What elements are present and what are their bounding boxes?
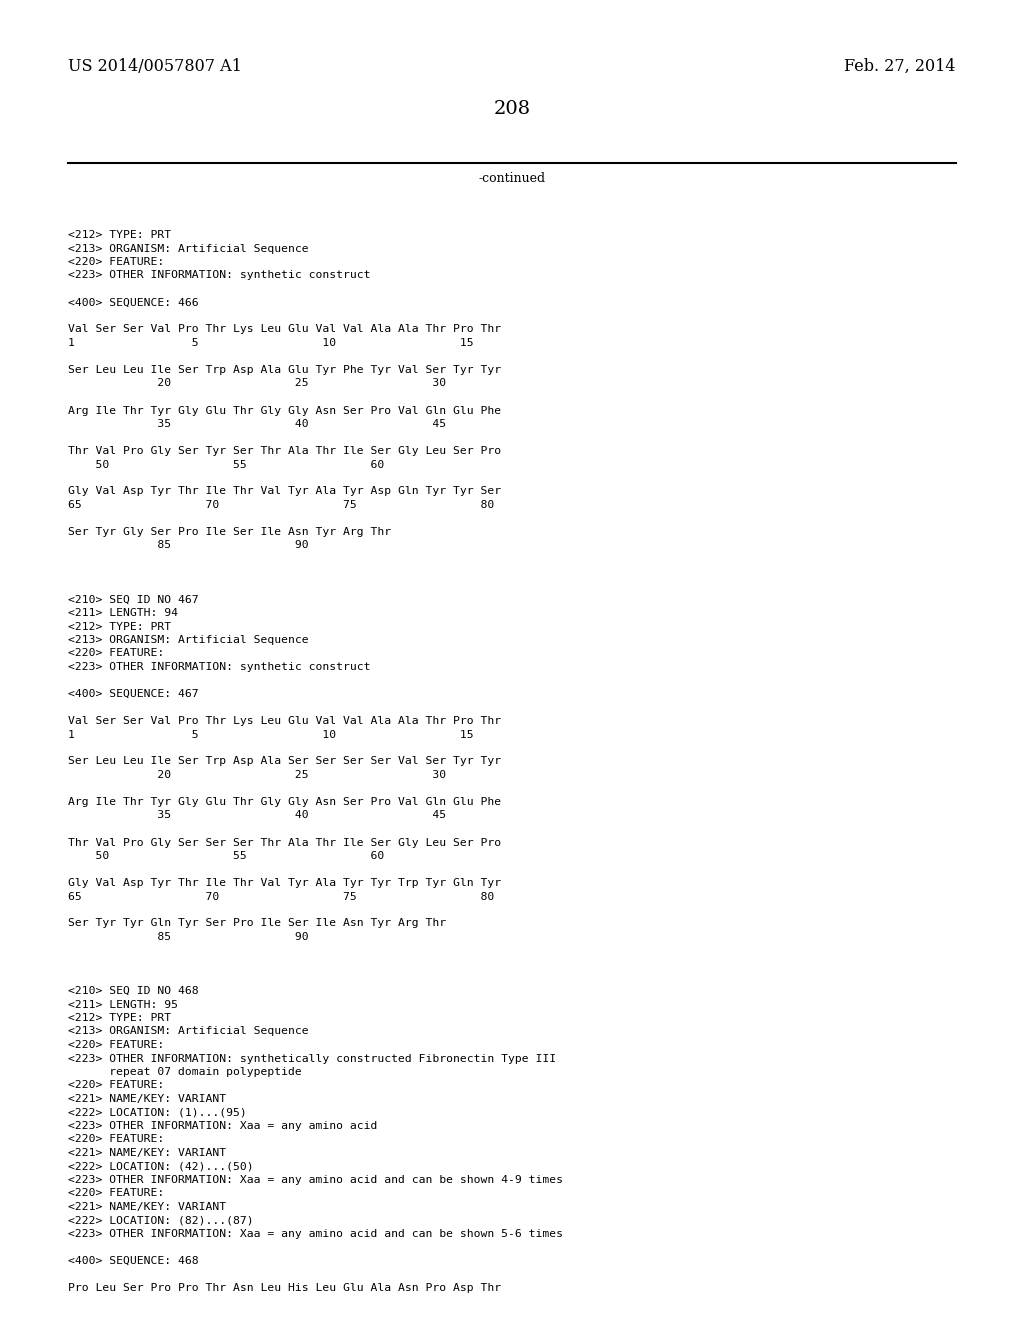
Text: 85                  90: 85 90 xyxy=(68,540,308,550)
Text: Arg Ile Thr Tyr Gly Glu Thr Gly Gly Asn Ser Pro Val Gln Glu Phe: Arg Ile Thr Tyr Gly Glu Thr Gly Gly Asn … xyxy=(68,797,501,807)
Text: <212> TYPE: PRT: <212> TYPE: PRT xyxy=(68,230,171,240)
Text: <400> SEQUENCE: 466: <400> SEQUENCE: 466 xyxy=(68,297,199,308)
Text: <223> OTHER INFORMATION: synthetic construct: <223> OTHER INFORMATION: synthetic const… xyxy=(68,663,371,672)
Text: 35                  40                  45: 35 40 45 xyxy=(68,418,446,429)
Text: <213> ORGANISM: Artificial Sequence: <213> ORGANISM: Artificial Sequence xyxy=(68,243,308,253)
Text: <223> OTHER INFORMATION: Xaa = any amino acid and can be shown 4-9 times: <223> OTHER INFORMATION: Xaa = any amino… xyxy=(68,1175,563,1185)
Text: <213> ORGANISM: Artificial Sequence: <213> ORGANISM: Artificial Sequence xyxy=(68,1027,308,1036)
Text: <210> SEQ ID NO 467: <210> SEQ ID NO 467 xyxy=(68,594,199,605)
Text: <222> LOCATION: (82)...(87): <222> LOCATION: (82)...(87) xyxy=(68,1216,254,1225)
Text: <220> FEATURE:: <220> FEATURE: xyxy=(68,1040,164,1049)
Text: 50                  55                  60: 50 55 60 xyxy=(68,459,384,470)
Text: Feb. 27, 2014: Feb. 27, 2014 xyxy=(845,58,956,75)
Text: <400> SEQUENCE: 467: <400> SEQUENCE: 467 xyxy=(68,689,199,700)
Text: <222> LOCATION: (42)...(50): <222> LOCATION: (42)...(50) xyxy=(68,1162,254,1172)
Text: Thr Val Pro Gly Ser Tyr Ser Thr Ala Thr Ile Ser Gly Leu Ser Pro: Thr Val Pro Gly Ser Tyr Ser Thr Ala Thr … xyxy=(68,446,501,455)
Text: Val Ser Ser Val Pro Thr Lys Leu Glu Val Val Ala Ala Thr Pro Thr: Val Ser Ser Val Pro Thr Lys Leu Glu Val … xyxy=(68,715,501,726)
Text: 85                  90: 85 90 xyxy=(68,932,308,942)
Text: <220> FEATURE:: <220> FEATURE: xyxy=(68,1188,164,1199)
Text: Ser Leu Leu Ile Ser Trp Asp Ala Ser Ser Ser Ser Val Ser Tyr Tyr: Ser Leu Leu Ile Ser Trp Asp Ala Ser Ser … xyxy=(68,756,501,767)
Text: Ser Leu Leu Ile Ser Trp Asp Ala Glu Tyr Phe Tyr Val Ser Tyr Tyr: Ser Leu Leu Ile Ser Trp Asp Ala Glu Tyr … xyxy=(68,366,501,375)
Text: <212> TYPE: PRT: <212> TYPE: PRT xyxy=(68,1012,171,1023)
Text: <220> FEATURE:: <220> FEATURE: xyxy=(68,1081,164,1090)
Text: <223> OTHER INFORMATION: synthetic construct: <223> OTHER INFORMATION: synthetic const… xyxy=(68,271,371,281)
Text: <211> LENGTH: 95: <211> LENGTH: 95 xyxy=(68,999,178,1010)
Text: <220> FEATURE:: <220> FEATURE: xyxy=(68,648,164,659)
Text: US 2014/0057807 A1: US 2014/0057807 A1 xyxy=(68,58,242,75)
Text: Gly Val Asp Tyr Thr Ile Thr Val Tyr Ala Tyr Tyr Trp Tyr Gln Tyr: Gly Val Asp Tyr Thr Ile Thr Val Tyr Ala … xyxy=(68,878,501,888)
Text: <211> LENGTH: 94: <211> LENGTH: 94 xyxy=(68,609,178,618)
Text: -continued: -continued xyxy=(478,172,546,185)
Text: 208: 208 xyxy=(494,100,530,117)
Text: 20                  25                  30: 20 25 30 xyxy=(68,379,446,388)
Text: <213> ORGANISM: Artificial Sequence: <213> ORGANISM: Artificial Sequence xyxy=(68,635,308,645)
Text: Pro Leu Ser Pro Pro Thr Asn Leu His Leu Glu Ala Asn Pro Asp Thr: Pro Leu Ser Pro Pro Thr Asn Leu His Leu … xyxy=(68,1283,501,1294)
Text: 35                  40                  45: 35 40 45 xyxy=(68,810,446,821)
Text: <212> TYPE: PRT: <212> TYPE: PRT xyxy=(68,622,171,631)
Text: <221> NAME/KEY: VARIANT: <221> NAME/KEY: VARIANT xyxy=(68,1148,226,1158)
Text: Ser Tyr Tyr Gln Tyr Ser Pro Ile Ser Ile Asn Tyr Arg Thr: Ser Tyr Tyr Gln Tyr Ser Pro Ile Ser Ile … xyxy=(68,919,446,928)
Text: 50                  55                  60: 50 55 60 xyxy=(68,851,384,861)
Text: <223> OTHER INFORMATION: Xaa = any amino acid: <223> OTHER INFORMATION: Xaa = any amino… xyxy=(68,1121,378,1131)
Text: 20                  25                  30: 20 25 30 xyxy=(68,770,446,780)
Text: <222> LOCATION: (1)...(95): <222> LOCATION: (1)...(95) xyxy=(68,1107,247,1118)
Text: <221> NAME/KEY: VARIANT: <221> NAME/KEY: VARIANT xyxy=(68,1203,226,1212)
Text: repeat 07 domain polypeptide: repeat 07 domain polypeptide xyxy=(68,1067,302,1077)
Text: <223> OTHER INFORMATION: synthetically constructed Fibronectin Type III: <223> OTHER INFORMATION: synthetically c… xyxy=(68,1053,556,1064)
Text: <221> NAME/KEY: VARIANT: <221> NAME/KEY: VARIANT xyxy=(68,1094,226,1104)
Text: <223> OTHER INFORMATION: Xaa = any amino acid and can be shown 5-6 times: <223> OTHER INFORMATION: Xaa = any amino… xyxy=(68,1229,563,1239)
Text: Thr Val Pro Gly Ser Ser Ser Thr Ala Thr Ile Ser Gly Leu Ser Pro: Thr Val Pro Gly Ser Ser Ser Thr Ala Thr … xyxy=(68,837,501,847)
Text: 1                 5                  10                  15: 1 5 10 15 xyxy=(68,730,474,739)
Text: 1                 5                  10                  15: 1 5 10 15 xyxy=(68,338,474,348)
Text: <210> SEQ ID NO 468: <210> SEQ ID NO 468 xyxy=(68,986,199,997)
Text: Arg Ile Thr Tyr Gly Glu Thr Gly Gly Asn Ser Pro Val Gln Glu Phe: Arg Ile Thr Tyr Gly Glu Thr Gly Gly Asn … xyxy=(68,405,501,416)
Text: <220> FEATURE:: <220> FEATURE: xyxy=(68,1134,164,1144)
Text: <400> SEQUENCE: 468: <400> SEQUENCE: 468 xyxy=(68,1257,199,1266)
Text: 65                  70                  75                  80: 65 70 75 80 xyxy=(68,500,495,510)
Text: Ser Tyr Gly Ser Pro Ile Ser Ile Asn Tyr Arg Thr: Ser Tyr Gly Ser Pro Ile Ser Ile Asn Tyr … xyxy=(68,527,391,537)
Text: <220> FEATURE:: <220> FEATURE: xyxy=(68,257,164,267)
Text: 65                  70                  75                  80: 65 70 75 80 xyxy=(68,891,495,902)
Text: Val Ser Ser Val Pro Thr Lys Leu Glu Val Val Ala Ala Thr Pro Thr: Val Ser Ser Val Pro Thr Lys Leu Glu Val … xyxy=(68,325,501,334)
Text: Gly Val Asp Tyr Thr Ile Thr Val Tyr Ala Tyr Asp Gln Tyr Tyr Ser: Gly Val Asp Tyr Thr Ile Thr Val Tyr Ala … xyxy=(68,487,501,496)
